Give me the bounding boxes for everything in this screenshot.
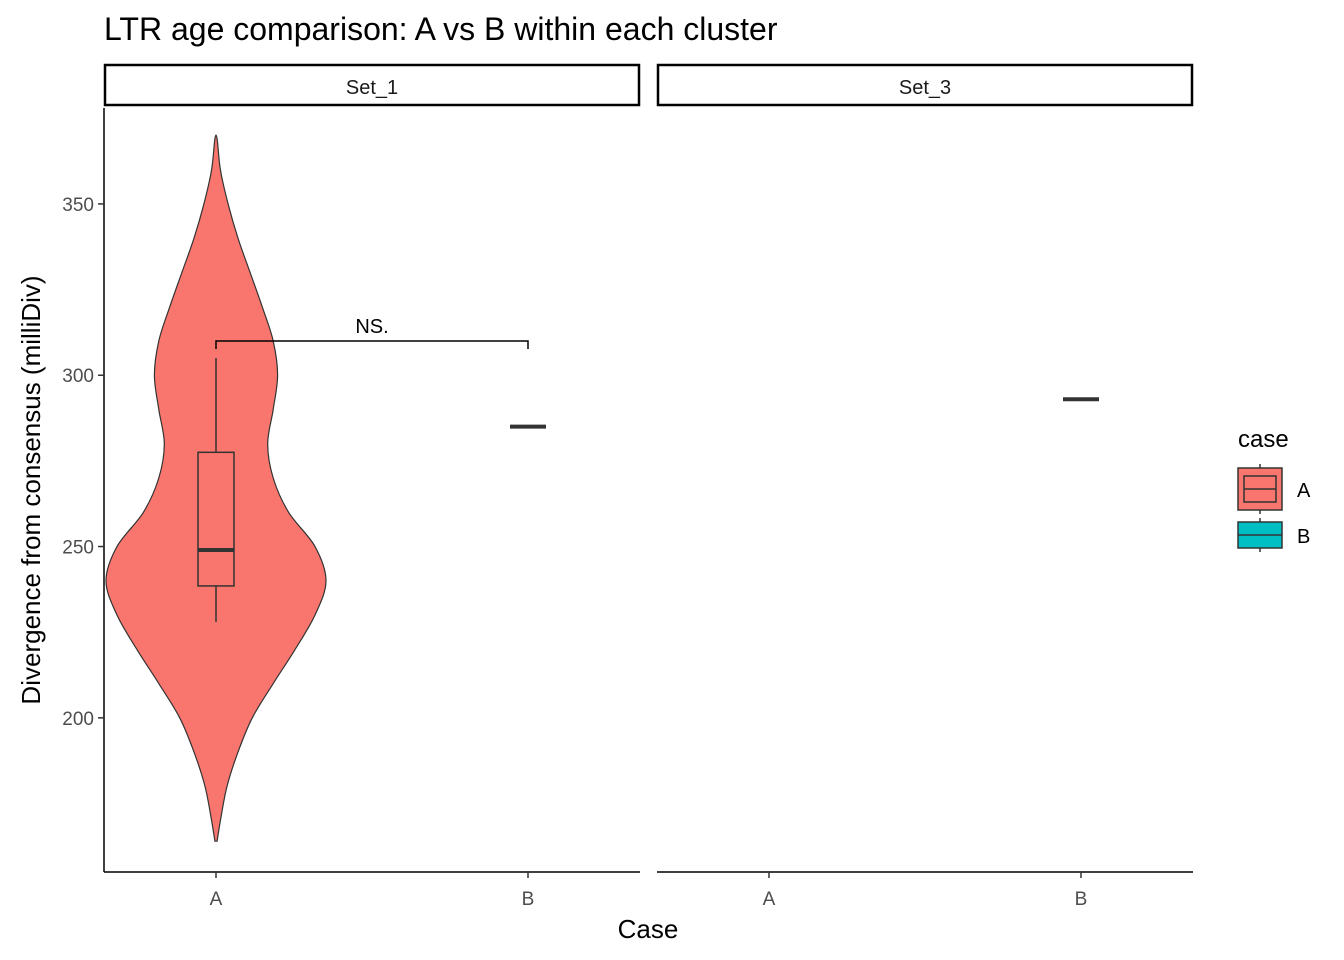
y-tick-label: 200 — [62, 709, 94, 730]
chart-title: LTR age comparison: A vs B within each c… — [104, 11, 778, 47]
significance-bracket — [215, 340, 529, 349]
legend-title: case — [1238, 426, 1289, 453]
facet-strip-label: Set_1 — [346, 77, 398, 99]
x-tick-label: B — [1075, 889, 1088, 910]
facet-strip — [103, 63, 641, 107]
x-tick-label: A — [763, 889, 776, 910]
facet-strip-label: Set_3 — [899, 77, 951, 99]
legend-label-A: A — [1297, 480, 1311, 502]
facet-panel: Set_3 A B — [656, 63, 1194, 910]
x-tick-label: B — [522, 889, 535, 910]
y-tick-label: 350 — [62, 195, 94, 216]
legend: case A B — [1237, 426, 1311, 552]
significance-label: NS. — [355, 316, 388, 338]
x-tick-label: A — [210, 889, 223, 910]
y-tick-label: 300 — [62, 366, 94, 387]
x-axis-title: Case — [618, 914, 679, 944]
legend-key-B — [1237, 518, 1283, 552]
legend-label-B: B — [1297, 526, 1310, 548]
y-tick-label: 250 — [62, 538, 94, 559]
facet-panels: Set_1 200 250 300 350 A B NS. Set_3 A B — [62, 63, 1194, 910]
y-axis-title: Divergence from consensus (milliDiv) — [16, 275, 46, 704]
legend-key-A — [1237, 464, 1283, 514]
facet-panel: Set_1 200 250 300 350 A B NS. — [62, 63, 641, 910]
box-A — [197, 451, 235, 587]
facet-strip — [656, 63, 1194, 107]
